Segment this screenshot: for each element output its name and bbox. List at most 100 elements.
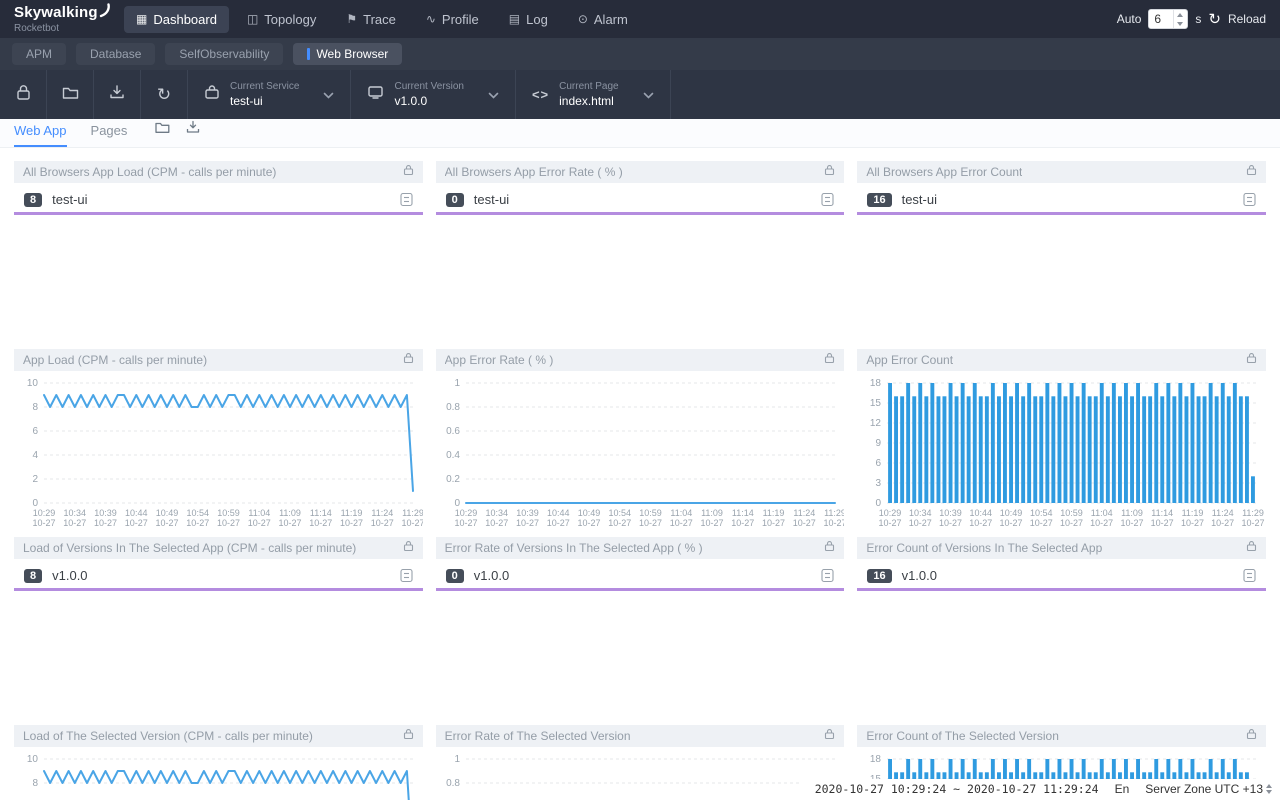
panel-lock-icon[interactable] [403,539,414,557]
panel-lock-icon[interactable] [1246,539,1257,557]
dashboard-toolbar: ↻ Current Service test-ui Current Versio… [0,70,1280,119]
dashboard-group-bar: APM Database SelfObservability Web Brows… [0,38,1280,70]
panel-lock-icon[interactable] [1246,727,1257,745]
panel-versions-error-count: Error Count of Versions In The Selected … [857,537,1266,722]
version-list-item[interactable]: 16 v1.0.0 [857,559,1266,588]
instance-list-item[interactable]: 16 test-ui [857,183,1266,212]
nav-label: Log [526,12,548,27]
version-list-item[interactable]: 0 v1.0.0 [436,559,845,588]
lock-edit-button[interactable] [0,84,46,106]
auto-spin-up-icon[interactable] [1174,10,1186,19]
auto-refresh-value[interactable] [1149,10,1173,28]
svg-text:10-27: 10-27 [608,518,631,528]
panel-lock-icon[interactable] [1246,163,1257,181]
svg-text:8: 8 [32,778,38,789]
current-page-selector[interactable]: <> Current Page index.html [516,81,670,108]
import-template-button[interactable] [47,85,93,105]
selection-underline [14,588,423,591]
panel-lock-icon[interactable] [1246,351,1257,369]
svg-text:10-27: 10-27 [909,518,932,528]
tab-pages[interactable]: Pages [91,123,128,147]
auto-refresh-input[interactable] [1148,9,1188,29]
selection-underline [857,212,1266,215]
folder-icon[interactable] [155,121,170,139]
panel-lock-icon[interactable] [824,351,835,369]
svg-text:10-27: 10-27 [700,518,723,528]
selection-underline [436,588,845,591]
logo-text: Skywalking [14,5,98,20]
panel-lock-icon[interactable] [824,727,835,745]
panel-header: App Error Rate ( % ) [436,349,845,371]
version-list-item[interactable]: 8 v1.0.0 [14,559,423,588]
main-menu: ▦ Dashboard ◫ Topology ⚑ Trace ∿ Profile… [124,6,640,33]
nav-item-trace[interactable]: ⚑ Trace [334,6,408,33]
panel-lock-icon[interactable] [824,539,835,557]
auto-spin-down-icon[interactable] [1174,19,1186,28]
reload-button[interactable]: Reload [1228,12,1266,26]
svg-text:10-27: 10-27 [1060,518,1083,528]
panel-app-load: App Load (CPM - calls per minute) 024681… [14,349,423,534]
svg-text:10-27: 10-27 [1000,518,1023,528]
refresh-dashboard-button[interactable]: ↻ [141,85,187,105]
svg-text:11:29: 11:29 [824,508,845,518]
app-error-rate-line-chart: 00.20.40.60.8110:2910-2710:3410-2710:391… [436,373,845,531]
time-range-picker[interactable]: 2020-10-27 10:29:24 ~ 2020-10-27 11:29:2… [815,782,1099,796]
app-load-line-chart: 024681010:2910-2710:3410-2710:3910-2710:… [14,373,423,531]
panel-lock-icon[interactable] [403,351,414,369]
value-badge: 8 [24,569,42,583]
group-tab-database[interactable]: Database [76,43,155,65]
instance-list-item[interactable]: 8 test-ui [14,183,423,212]
current-service-selector[interactable]: Current Service test-ui [188,81,350,108]
svg-text:10-27: 10-27 [248,518,271,528]
panel-title: Error Rate of Versions In The Selected A… [445,541,703,555]
language-toggle[interactable]: En [1115,782,1130,796]
zone-spin-up-icon[interactable] [1266,784,1272,788]
svg-text:6: 6 [876,458,882,469]
svg-text:10: 10 [27,378,39,389]
list-settings-icon[interactable] [1243,568,1256,583]
panel-title: Error Rate of The Selected Version [445,729,631,743]
export-template-button[interactable] [94,84,140,105]
list-settings-icon[interactable] [400,568,413,583]
group-tab-apm[interactable]: APM [12,43,66,65]
nav-item-dashboard[interactable]: ▦ Dashboard [124,6,229,33]
panel-all-browsers-app-error-rate: All Browsers App Error Rate ( % ) 0 test… [436,161,845,346]
panel-header: Error Count of Versions In The Selected … [857,537,1266,559]
reload-icon[interactable]: ↻ [1208,10,1221,28]
nav-item-topology[interactable]: ◫ Topology [235,6,328,33]
chevron-down-icon [643,86,654,104]
svg-text:4: 4 [32,450,38,461]
group-tab-selfobservability[interactable]: SelfObservability [165,43,283,65]
panel-lock-icon[interactable] [403,163,414,181]
panel-header: Error Count of The Selected Version [857,725,1266,747]
selector-value: test-ui [230,94,299,108]
svg-text:11:19: 11:19 [1182,508,1204,518]
panel-lock-icon[interactable] [403,727,414,745]
app-logo[interactable]: Skywalking Rocketbot [0,5,118,34]
logo-swoosh-icon [99,3,111,22]
svg-text:18: 18 [870,378,882,389]
svg-text:10:59: 10:59 [1061,508,1084,518]
svg-text:10-27: 10-27 [454,518,477,528]
panel-header: All Browsers App Error Count [857,161,1266,183]
panel-header: Error Rate of Versions In The Selected A… [436,537,845,559]
zone-spin-down-icon[interactable] [1266,790,1272,794]
nav-item-alarm[interactable]: ⊙ Alarm [566,6,640,33]
svg-text:10:49: 10:49 [577,508,600,518]
selected-version-error-rate-line-chart: 00.20.40.60.8110:2910-2710:3410-2710:391… [436,749,845,800]
svg-text:10-27: 10-27 [217,518,240,528]
tab-web-app[interactable]: Web App [14,123,67,147]
list-settings-icon[interactable] [821,568,834,583]
group-tab-web-browser[interactable]: Web Browser [293,43,402,65]
list-settings-icon[interactable] [821,192,834,207]
panel-selected-version-load: Load of The Selected Version (CPM - call… [14,725,423,800]
svg-text:10-27: 10-27 [1121,518,1144,528]
instance-list-item[interactable]: 0 test-ui [436,183,845,212]
nav-item-log[interactable]: ▤ Log [497,6,560,33]
export-icon[interactable] [186,120,200,139]
nav-item-profile[interactable]: ∿ Profile [414,6,491,33]
current-version-selector[interactable]: Current Version v1.0.0 [351,81,514,108]
list-settings-icon[interactable] [400,192,413,207]
panel-lock-icon[interactable] [824,163,835,181]
list-settings-icon[interactable] [1243,192,1256,207]
